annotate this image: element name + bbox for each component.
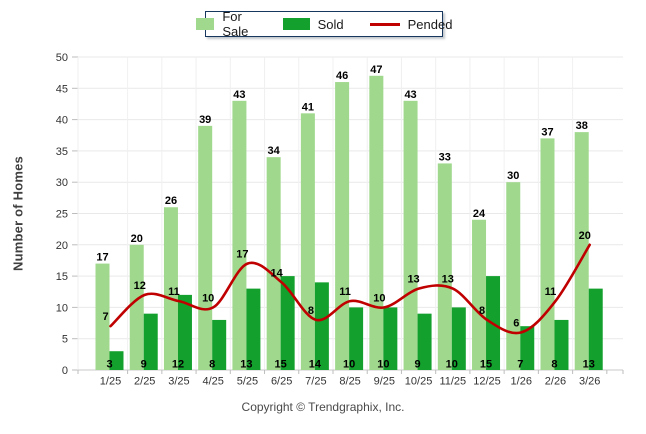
svg-text:8: 8 (209, 359, 215, 371)
svg-text:9: 9 (415, 359, 421, 371)
svg-text:20: 20 (579, 230, 591, 242)
svg-text:11: 11 (168, 286, 180, 298)
svg-text:38: 38 (576, 120, 588, 132)
svg-text:2/25: 2/25 (134, 376, 155, 388)
legend-item-sold: Sold (282, 16, 344, 32)
svg-text:10/25: 10/25 (405, 376, 433, 388)
svg-text:10: 10 (377, 359, 389, 371)
legend-label: Sold (317, 16, 344, 32)
svg-text:1/26: 1/26 (511, 376, 532, 388)
svg-text:13: 13 (240, 359, 252, 371)
svg-text:15: 15 (56, 271, 68, 283)
svg-text:11/25: 11/25 (439, 376, 466, 388)
svg-text:11: 11 (339, 286, 351, 298)
svg-text:8/25: 8/25 (339, 376, 360, 388)
for-sale-swatch-icon (195, 18, 215, 30)
svg-text:7/25: 7/25 (305, 376, 326, 388)
svg-text:8: 8 (479, 305, 485, 317)
svg-text:34: 34 (268, 145, 281, 157)
svg-text:39: 39 (199, 114, 211, 126)
svg-text:14: 14 (309, 359, 322, 371)
svg-text:10: 10 (343, 359, 355, 371)
svg-text:43: 43 (404, 89, 416, 101)
svg-text:10: 10 (202, 292, 214, 304)
svg-text:12: 12 (134, 280, 146, 292)
svg-text:33: 33 (439, 151, 451, 163)
svg-text:0: 0 (62, 365, 68, 377)
svg-text:3/25: 3/25 (168, 376, 189, 388)
svg-text:43: 43 (233, 89, 245, 101)
svg-text:40: 40 (56, 115, 68, 127)
svg-text:9: 9 (141, 359, 147, 371)
svg-text:17: 17 (96, 252, 108, 264)
legend-label: Pended (407, 16, 453, 32)
pended-line-swatch-icon (369, 22, 400, 26)
legend: For Sale Sold Pended (195, 9, 452, 39)
svg-text:7: 7 (102, 311, 108, 323)
svg-text:45: 45 (56, 83, 68, 95)
svg-text:17: 17 (236, 249, 248, 261)
legend-item-pended: Pended (369, 16, 453, 32)
svg-text:11: 11 (545, 286, 557, 298)
svg-text:8: 8 (308, 305, 314, 317)
svg-text:10: 10 (373, 292, 385, 304)
svg-text:47: 47 (370, 64, 382, 76)
svg-text:15: 15 (480, 359, 492, 371)
sold-swatch-icon (282, 18, 310, 30)
svg-text:26: 26 (165, 195, 177, 207)
svg-text:35: 35 (56, 146, 68, 158)
svg-text:8: 8 (551, 359, 557, 371)
svg-text:41: 41 (302, 101, 314, 113)
svg-text:7: 7 (517, 359, 523, 371)
svg-text:1/25: 1/25 (100, 376, 121, 388)
svg-text:13: 13 (442, 274, 454, 286)
svg-text:30: 30 (507, 170, 519, 182)
svg-text:20: 20 (56, 240, 68, 252)
svg-text:10: 10 (56, 302, 68, 314)
svg-text:12: 12 (172, 359, 184, 371)
svg-text:6: 6 (513, 317, 519, 329)
svg-text:20: 20 (131, 233, 143, 245)
svg-text:2/26: 2/26 (545, 376, 566, 388)
svg-text:15: 15 (275, 359, 287, 371)
legend-label: For Sale (222, 9, 249, 39)
svg-text:5: 5 (62, 334, 68, 346)
svg-text:3: 3 (106, 359, 112, 371)
svg-text:6/25: 6/25 (271, 376, 292, 388)
svg-text:12/25: 12/25 (473, 376, 501, 388)
svg-text:50: 50 (56, 52, 68, 64)
legend-item-for-sale: For Sale (195, 9, 257, 39)
svg-text:30: 30 (56, 177, 68, 189)
svg-text:24: 24 (473, 208, 486, 220)
svg-text:14: 14 (271, 267, 284, 279)
copyright-text: Copyright © Trendgraphix, Inc. (241, 400, 405, 414)
svg-text:37: 37 (541, 126, 553, 138)
svg-text:5/25: 5/25 (237, 376, 258, 388)
svg-text:3/26: 3/26 (579, 376, 600, 388)
svg-text:46: 46 (336, 70, 348, 82)
svg-text:25: 25 (56, 209, 68, 221)
svg-text:13: 13 (407, 274, 419, 286)
svg-text:9/25: 9/25 (374, 376, 395, 388)
svg-text:13: 13 (583, 359, 595, 371)
svg-text:10: 10 (446, 359, 458, 371)
svg-text:4/25: 4/25 (202, 376, 223, 388)
